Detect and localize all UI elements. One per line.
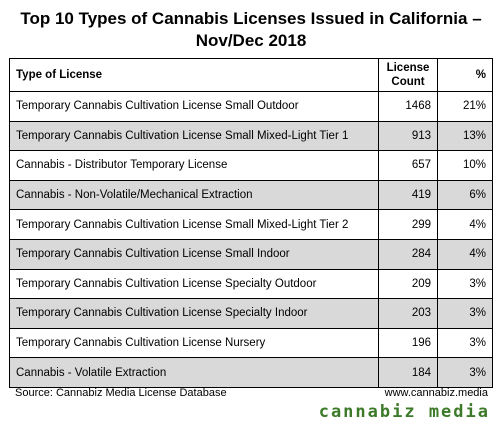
table-row: Cannabis - Volatile Extraction 184 3% [9,357,493,388]
table-body: Temporary Cannabis Cultivation License S… [9,91,493,388]
percent-cell: 3% [437,268,493,300]
chart-title: Top 10 Types of Cannabis Licenses Issued… [0,8,502,52]
license-table: Type of License License Count % Temporar… [9,58,493,388]
percent-cell: 4% [437,209,493,240]
table-header-row: Type of License License Count % [9,58,493,92]
license-count-cell: 299 [378,209,438,240]
table-row: Temporary Cannabis Cultivation License S… [9,268,493,300]
header-percent: % [437,58,493,92]
license-type-cell: Temporary Cannabis Cultivation License S… [9,268,379,300]
table-row: Temporary Cannabis Cultivation License N… [9,327,493,359]
license-type-cell: Temporary Cannabis Cultivation License N… [9,327,379,359]
license-type-cell: Temporary Cannabis Cultivation License S… [9,91,379,122]
percent-cell: 3% [437,327,493,359]
chart-title-line-2: Nov/Dec 2018 [195,31,307,50]
license-count-cell: 209 [378,268,438,300]
header-type-of-license: Type of License [9,58,379,92]
table-row: Temporary Cannabis Cultivation License S… [9,298,493,329]
license-type-cell: Temporary Cannabis Cultivation License S… [9,238,379,270]
percent-cell: 3% [437,298,493,329]
table-row: Temporary Cannabis Cultivation License S… [9,209,493,240]
license-type-cell: Temporary Cannabis Cultivation License S… [9,298,379,329]
source-note: Source: Cannabiz Media License Database [15,387,227,399]
license-type-cell: Cannabis - Volatile Extraction [9,357,379,388]
header-license-count-line-2: Count [391,76,425,88]
website-url: www.cannabiz.media [384,387,488,399]
table-row: Cannabis - Non-Volatile/Mechanical Extra… [9,179,493,211]
percent-cell: 6% [437,179,493,211]
license-count-cell: 1468 [378,91,438,122]
license-count-cell: 913 [378,120,438,152]
license-count-cell: 203 [378,298,438,329]
percent-cell: 21% [437,91,493,122]
license-count-cell: 184 [378,357,438,388]
header-license-count: License Count [378,58,438,92]
percent-cell: 3% [437,357,493,388]
cannabiz-media-logo: cannabiz media [318,402,490,422]
percent-cell: 4% [437,238,493,270]
license-count-cell: 196 [378,327,438,359]
license-type-cell: Cannabis - Non-Volatile/Mechanical Extra… [9,179,379,211]
license-type-cell: Temporary Cannabis Cultivation License S… [9,120,379,152]
license-type-cell: Temporary Cannabis Cultivation License S… [9,209,379,240]
license-count-cell: 419 [378,179,438,211]
percent-cell: 13% [437,120,493,152]
table-row: Cannabis - Distributor Temporary License… [9,150,493,181]
license-type-cell: Cannabis - Distributor Temporary License [9,150,379,181]
table-row: Temporary Cannabis Cultivation License S… [9,120,493,152]
license-count-cell: 657 [378,150,438,181]
table-row: Temporary Cannabis Cultivation License S… [9,91,493,122]
license-count-cell: 284 [378,238,438,270]
header-license-count-line-1: License [386,62,430,74]
percent-cell: 10% [437,150,493,181]
chart-title-line-1: Top 10 Types of Cannabis Licenses Issued… [20,9,482,28]
table-row: Temporary Cannabis Cultivation License S… [9,238,493,270]
